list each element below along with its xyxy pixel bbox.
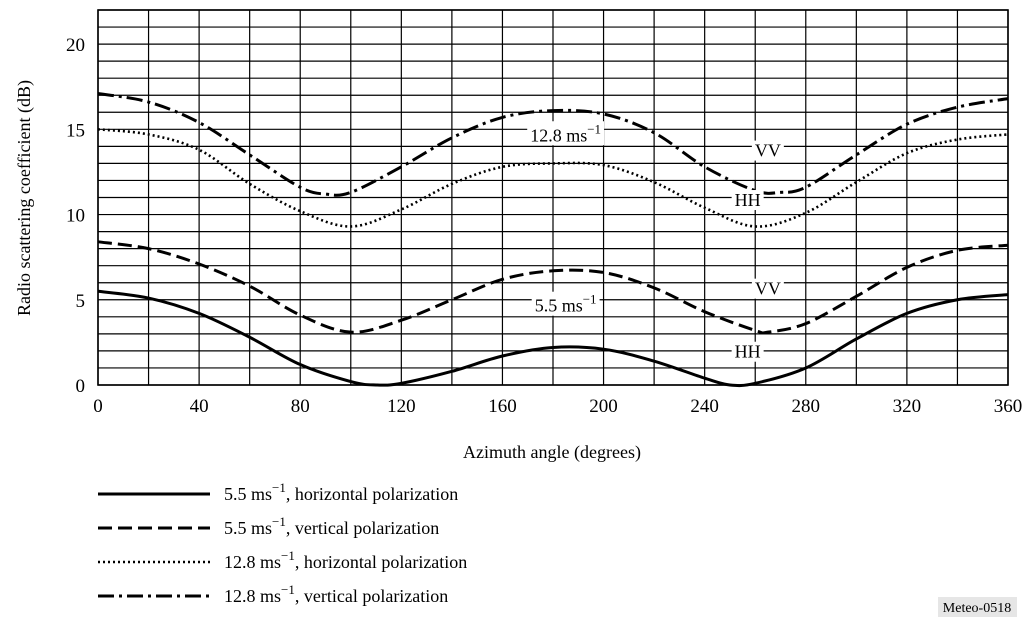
x-tick-label: 280 bbox=[792, 396, 821, 417]
annotation-text: 12.8 ms−1 bbox=[530, 121, 601, 145]
curve-annotation: HH bbox=[731, 190, 764, 211]
annotation-background bbox=[731, 190, 764, 211]
legend-label: 12.8 ms−1, horizontal polarization bbox=[224, 548, 467, 572]
curve-annotation: VV bbox=[751, 278, 784, 299]
series-lines bbox=[97, 92, 1009, 388]
x-tick-label: 360 bbox=[994, 396, 1023, 417]
axes: 0 40 80 120 160 200 240 280 320 360 0 5 10 15 20 Azim… bbox=[14, 35, 1022, 463]
annotation-background bbox=[751, 140, 784, 161]
x-tick-label: 320 bbox=[893, 396, 922, 417]
y-axis-label: Radio scattering coefficient (dB) bbox=[14, 80, 35, 316]
x-tick-label: 40 bbox=[190, 396, 209, 417]
annotation-background bbox=[527, 121, 605, 146]
legend-label: 5.5 ms−1, horizontal polarization bbox=[224, 480, 458, 504]
y-tick-label: 0 bbox=[76, 376, 86, 397]
annotation-background bbox=[531, 291, 600, 316]
series-line-3 bbox=[97, 128, 1009, 228]
x-tick-label: 240 bbox=[690, 396, 719, 417]
curve-annotation: HH bbox=[731, 341, 764, 362]
plot-frame bbox=[97, 9, 1009, 386]
annotation-text: 5.5 ms−1 bbox=[535, 292, 597, 316]
x-tick-label: 0 bbox=[93, 396, 103, 417]
curve-annotations: 12.8 ms−1 VV HH 5.5 ms−1 VV HH bbox=[527, 121, 784, 362]
legend-label: 5.5 ms−1, vertical polarization bbox=[224, 514, 439, 538]
y-tick-labels: 0 5 10 15 20 bbox=[66, 35, 85, 397]
x-tick-label: 120 bbox=[387, 396, 416, 417]
curve-annotation: VV bbox=[751, 140, 784, 161]
y-tick-label: 10 bbox=[66, 206, 85, 227]
x-tick-label: 80 bbox=[291, 396, 310, 417]
figure-id: Meteo-0518 bbox=[943, 601, 1011, 616]
annotation-background bbox=[751, 278, 784, 299]
x-tick-label: 160 bbox=[488, 396, 517, 417]
annotation-text: HH bbox=[735, 190, 761, 210]
x-axis-label: Azimuth angle (degrees) bbox=[463, 442, 641, 463]
curve-annotation: 5.5 ms−1 bbox=[531, 291, 600, 316]
series-line-1 bbox=[97, 289, 1009, 388]
legend: 5.5 ms−1, horizontal polarization 5.5 ms−… bbox=[98, 480, 467, 606]
annotation-text: VV bbox=[755, 141, 781, 161]
annotation-text: VV bbox=[755, 279, 781, 299]
x-tick-labels: 0 40 80 120 160 200 240 280 320 360 bbox=[93, 396, 1022, 417]
figure-id-background bbox=[938, 597, 1017, 617]
annotation-background bbox=[731, 341, 764, 362]
curve-annotation: 12.8 ms−1 bbox=[527, 121, 605, 146]
x-tick-label: 200 bbox=[589, 396, 618, 417]
legend-label: 12.8 ms−1, vertical polarization bbox=[224, 582, 448, 606]
annotation-text: HH bbox=[735, 342, 761, 362]
y-tick-label: 5 bbox=[76, 291, 86, 312]
series-line-4 bbox=[97, 92, 1009, 197]
y-tick-label: 15 bbox=[66, 120, 85, 141]
y-tick-label: 20 bbox=[66, 35, 85, 56]
series-line-2 bbox=[97, 240, 1009, 335]
